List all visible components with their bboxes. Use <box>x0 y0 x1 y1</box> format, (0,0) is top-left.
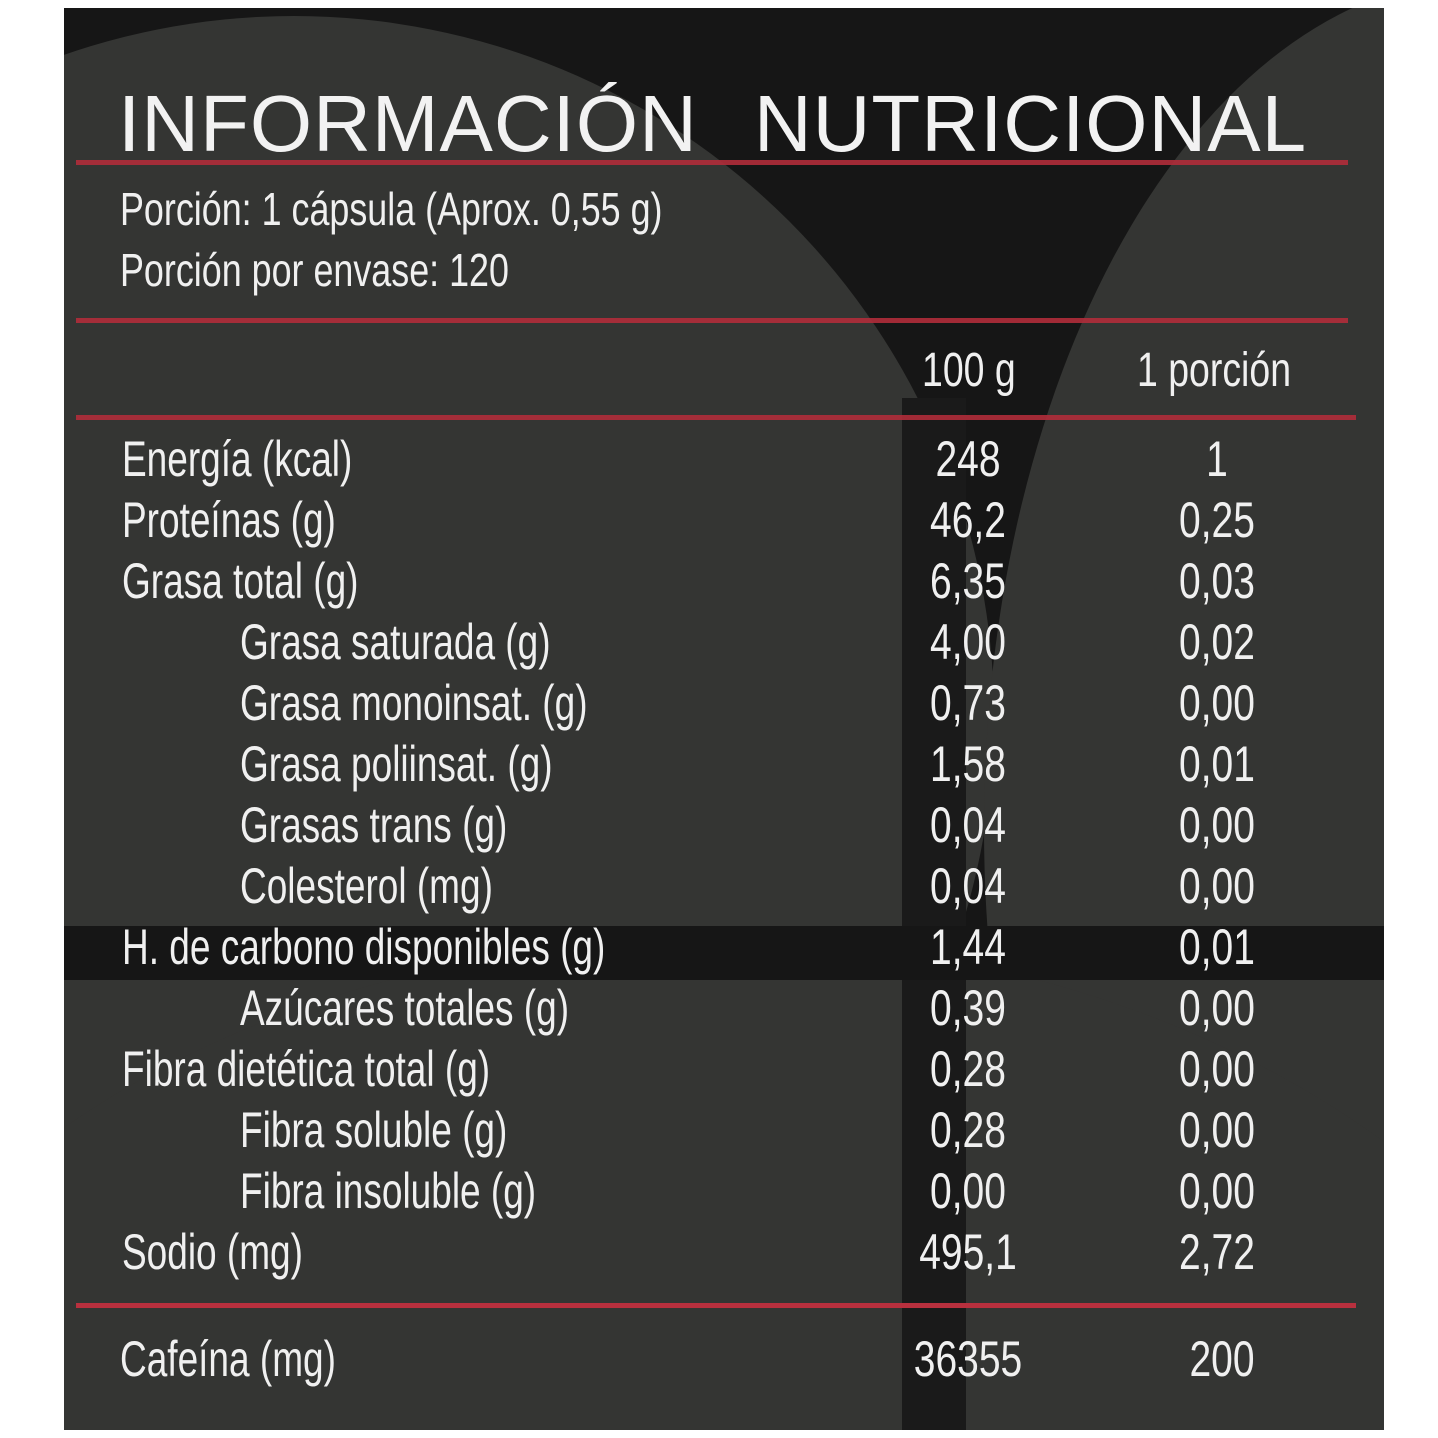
value-per-serving: 0,03 <box>1179 553 1255 609</box>
caffeine-per-serving: 200 <box>1189 1331 1255 1387</box>
value-per-serving: 2,72 <box>1179 1224 1255 1280</box>
value-per-100g: 0,73 <box>930 675 1006 731</box>
table-row-caffeine: Cafeína (mg) 36355 200 <box>0 1330 1438 1391</box>
caffeine-per-100g: 36355 <box>913 1331 1023 1387</box>
value-per-serving: 0,02 <box>1179 614 1255 670</box>
table-row: Fibra dietética total (g) 0,28 0,00 <box>0 1040 1438 1101</box>
nutrient-label: Grasa total (g) <box>122 553 359 609</box>
table-row: Azúcares totales (g) 0,39 0,00 <box>0 979 1438 1040</box>
title-word-2: NUTRICIONAL <box>753 79 1308 168</box>
nutrient-label: Azúcares totales (g) <box>240 980 570 1036</box>
value-per-100g: 4,00 <box>930 614 1006 670</box>
value-per-100g: 0,04 <box>930 797 1006 853</box>
value-per-100g: 495,1 <box>919 1224 1017 1280</box>
servings-per-container: Porción por envase: 120 <box>120 244 509 296</box>
column-header-serving: 1 porción <box>1137 344 1292 397</box>
value-per-100g: 248 <box>935 431 1001 487</box>
nutrient-label: Fibra soluble (g) <box>240 1102 508 1158</box>
value-per-100g: 0,04 <box>930 858 1006 914</box>
table-row: Fibra insoluble (g) 0,00 0,00 <box>0 1162 1438 1223</box>
table-row: Sodio (mg) 495,1 2,72 <box>0 1223 1438 1284</box>
value-per-100g: 0,00 <box>930 1163 1006 1219</box>
table-row: Grasa poliinsat. (g) 1,58 0,01 <box>0 735 1438 796</box>
nutrient-label: Grasa saturada (g) <box>240 614 551 670</box>
nutrient-label: Grasa poliinsat. (g) <box>240 736 553 792</box>
page-title: INFORMACIÓN NUTRICIONAL <box>118 78 1363 170</box>
value-per-100g: 0,39 <box>930 980 1006 1036</box>
divider-caffeine <box>76 1303 1356 1308</box>
nutrient-label: Energía (kcal) <box>122 431 353 487</box>
nutrient-label: Fibra dietética total (g) <box>122 1041 491 1097</box>
nutrient-label: Colesterol (mg) <box>240 858 493 914</box>
nutrient-label: Proteínas (g) <box>122 492 336 548</box>
value-per-100g: 0,28 <box>930 1102 1006 1158</box>
value-per-serving: 0,01 <box>1179 919 1255 975</box>
nutrient-label: H. de carbono disponibles (g) <box>122 919 606 975</box>
table-row: Grasa total (g) 6,35 0,03 <box>0 552 1438 613</box>
nutrition-label-panel <box>64 8 1384 1430</box>
table-row: Grasa monoinsat. (g) 0,73 0,00 <box>0 674 1438 735</box>
divider-title <box>76 160 1348 165</box>
divider-header <box>76 415 1356 420</box>
table-row: Grasas trans (g) 0,04 0,00 <box>0 796 1438 857</box>
table-row: H. de carbono disponibles (g) 1,44 0,01 <box>0 918 1438 979</box>
column-header-100g: 100 g <box>922 344 1016 397</box>
value-per-100g: 46,2 <box>930 492 1006 548</box>
caffeine-label: Cafeína (mg) <box>120 1331 336 1387</box>
value-per-100g: 0,28 <box>930 1041 1006 1097</box>
nutrient-label: Sodio (mg) <box>122 1224 303 1280</box>
table-row: Energía (kcal) 248 1 <box>0 430 1438 491</box>
value-per-serving: 0,00 <box>1179 1102 1255 1158</box>
table-row: Proteínas (g) 46,2 0,25 <box>0 491 1438 552</box>
value-per-serving: 0,00 <box>1179 858 1255 914</box>
background-vertical-band <box>902 398 966 1430</box>
serving-size: Porción: 1 cápsula (Aprox. 0,55 g) <box>120 183 663 235</box>
value-per-serving: 0,00 <box>1179 797 1255 853</box>
divider-serving <box>76 318 1348 323</box>
value-per-serving: 0,00 <box>1179 675 1255 731</box>
nutrient-label: Grasa monoinsat. (g) <box>240 675 588 731</box>
value-per-100g: 1,44 <box>930 919 1006 975</box>
table-row: Grasa saturada (g) 4,00 0,02 <box>0 613 1438 674</box>
background-horizontal-band <box>64 926 1384 980</box>
value-per-100g: 6,35 <box>930 553 1006 609</box>
value-per-100g: 1,58 <box>930 736 1006 792</box>
nutrient-label: Grasas trans (g) <box>240 797 508 853</box>
table-row: Fibra soluble (g) 0,28 0,00 <box>0 1101 1438 1162</box>
value-per-serving: 0,01 <box>1179 736 1255 792</box>
title-word-1: INFORMACIÓN <box>118 79 698 168</box>
value-per-serving: 0,25 <box>1179 492 1255 548</box>
value-per-serving: 0,00 <box>1179 1041 1255 1097</box>
value-per-serving: 0,00 <box>1179 1163 1255 1219</box>
table-row: Colesterol (mg) 0,04 0,00 <box>0 857 1438 918</box>
value-per-serving: 1 <box>1206 431 1228 487</box>
nutrient-label: Fibra insoluble (g) <box>240 1163 537 1219</box>
value-per-serving: 0,00 <box>1179 980 1255 1036</box>
